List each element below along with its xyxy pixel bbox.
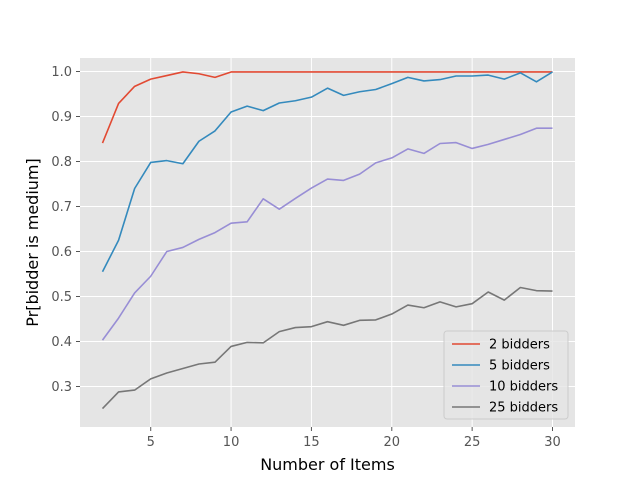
x-tick-label: 25 bbox=[464, 435, 481, 450]
y-axis-ticks: 0.3 0.4 0.5 0.6 0.7 0.8 0.9 1.0 bbox=[51, 65, 80, 395]
x-tick-label: 15 bbox=[303, 435, 320, 450]
series-line-1 bbox=[101, 71, 553, 144]
legend: 2 bidders 5 bidders 10 bidders 25 bidders bbox=[443, 330, 569, 420]
x-tick-label: 10 bbox=[223, 435, 240, 450]
legend-box bbox=[443, 330, 569, 420]
legend-label: 2 bidders bbox=[489, 338, 550, 353]
y-tick-label: 1.0 bbox=[51, 65, 72, 80]
legend-label: 10 bidders bbox=[489, 380, 558, 395]
y-tick-label: 0.3 bbox=[51, 380, 72, 395]
series-lines bbox=[101, 71, 553, 410]
y-tick-label: 0.7 bbox=[51, 200, 72, 215]
series-line-3 bbox=[101, 127, 553, 341]
legend-label: 5 bidders bbox=[489, 359, 550, 374]
series-line-4 bbox=[101, 286, 553, 410]
x-tick-label: 30 bbox=[544, 435, 561, 450]
y-tick-label: 0.4 bbox=[51, 335, 72, 350]
y-tick-label: 0.6 bbox=[51, 245, 72, 260]
y-tick-label: 0.9 bbox=[51, 110, 72, 125]
x-tick-label: 20 bbox=[384, 435, 401, 450]
x-tick-label: 5 bbox=[147, 435, 155, 450]
y-axis-label: Pr[bidder is medium] bbox=[23, 158, 42, 326]
y-tick-label: 0.5 bbox=[51, 290, 72, 305]
x-axis-ticks: 5 10 15 20 25 30 bbox=[147, 427, 561, 450]
legend-label: 25 bidders bbox=[489, 401, 558, 416]
y-tick-label: 0.8 bbox=[51, 155, 72, 170]
x-axis-label: Number of Items bbox=[260, 455, 395, 474]
series-line-2 bbox=[101, 71, 553, 273]
